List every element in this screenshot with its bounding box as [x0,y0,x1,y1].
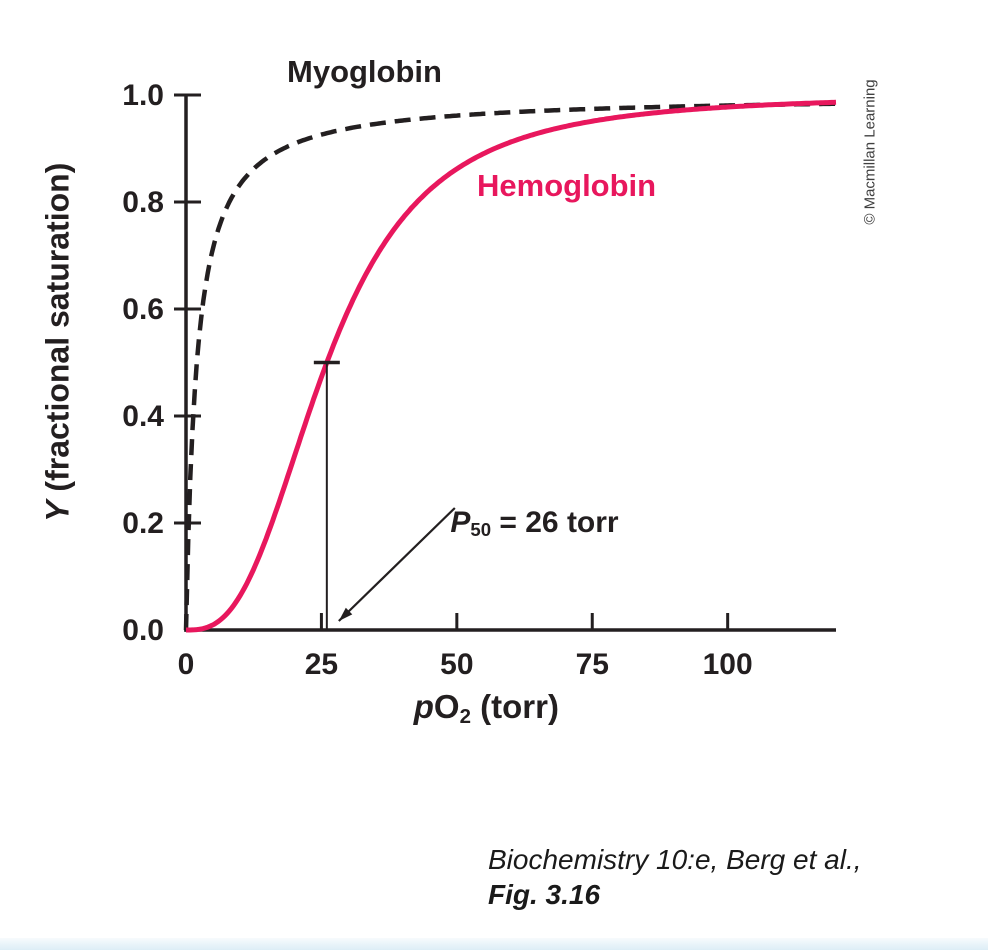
p50-arrowhead-icon [338,607,353,621]
p50-arrow-line [338,507,456,622]
x-axis-main: O [433,688,460,725]
y-axis-title: Y (fractional saturation) [3,163,114,558]
x-tick-label: 25 [305,648,338,681]
p50-value-text: = 26 torr [491,506,619,539]
x-axis-title: pO2 (torr) [377,650,559,764]
p50-subscript: 50 [470,519,492,541]
caption-figure-number: Fig. 3.16 [488,879,601,910]
y-tick-label: 0.0 [122,614,164,647]
y-axis-symbol: Y [39,500,76,522]
x-axis-subscript: 2 [459,704,471,728]
x-tick-label: 75 [576,648,609,681]
caption-source: Biochemistry 10:e, Berg et al., [488,844,862,875]
y-tick-label: 0.6 [122,293,164,326]
y-tick-label: 1.0 [122,79,164,112]
hemoglobin-curve [186,99,837,633]
x-axis-title-text: (torr) [470,688,559,725]
series-label-hemoglobin: Hemoglobin [477,168,657,203]
slide-bottom-edge [0,938,988,950]
publisher-credit: © Macmillan Learning [861,79,879,225]
x-tick-label: 100 [703,648,753,681]
figure-caption: Biochemistry 10:e, Berg et al., Fig. 3.1… [488,842,862,912]
y-axis-title-text: (fractional saturation) [39,162,76,501]
x-tick-label: 0 [178,648,195,681]
y-tick-label: 0.8 [122,186,164,219]
p50-symbol: P [450,506,471,539]
x-tick-label: 50 [440,648,473,681]
y-tick-label: 0.2 [122,507,164,540]
y-tick-label: 0.4 [122,400,164,433]
p50-annotation-label: P50 = 26 torr [417,472,619,574]
series-label-myoglobin: Myoglobin [287,54,442,89]
x-axis-symbol: p [413,688,434,725]
